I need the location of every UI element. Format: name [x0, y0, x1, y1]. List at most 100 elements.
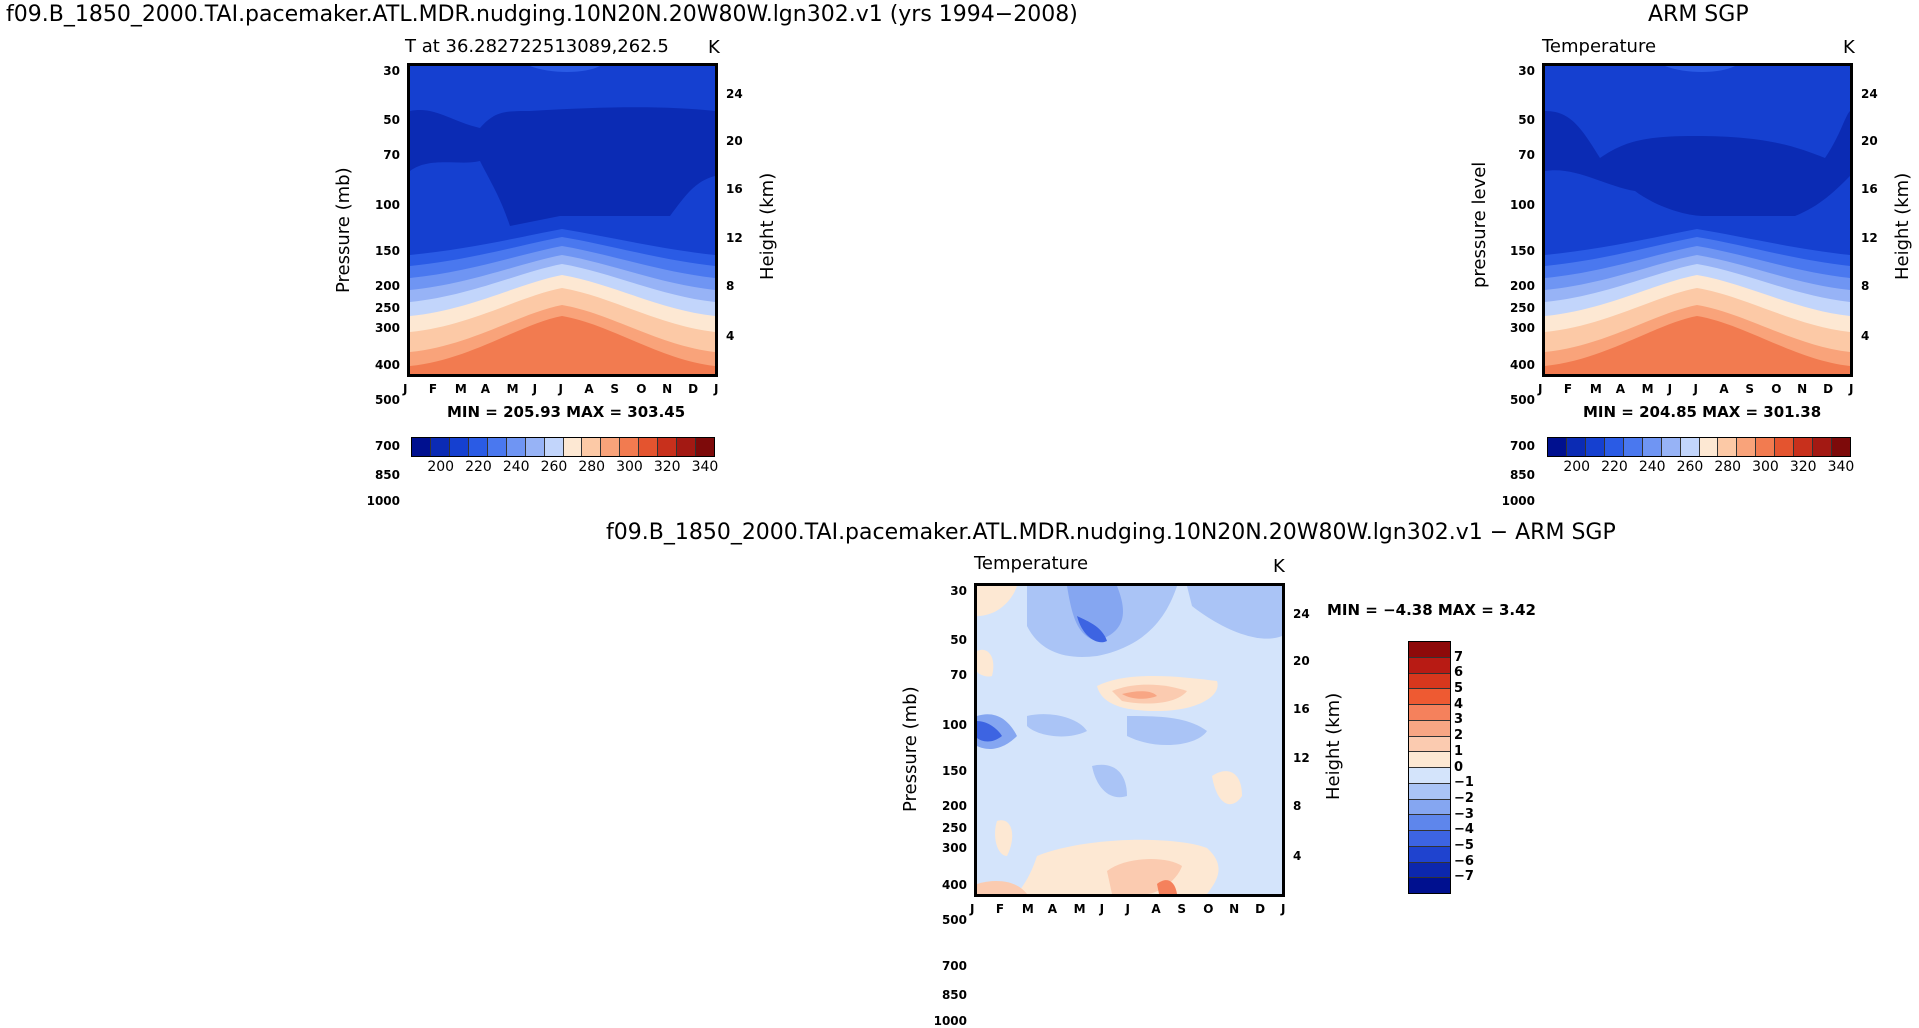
- pressure-tick-label: 50: [950, 633, 967, 647]
- month-tick-label: J: [1281, 902, 1286, 916]
- height-tick-label: 20: [1861, 134, 1878, 148]
- colorbar-label: −3: [1454, 806, 1474, 822]
- colorbar-swatch: [1409, 657, 1450, 674]
- month-tick-label: S: [1177, 902, 1186, 916]
- colorbar-label: 240: [1638, 459, 1666, 475]
- month-tick-label: J: [1693, 382, 1698, 396]
- colorbar-label: 3: [1454, 712, 1464, 728]
- month-tick-label: J: [1538, 382, 1543, 396]
- height-tick-label: 4: [1293, 849, 1302, 863]
- pressure-tick-label: 200: [1509, 279, 1535, 293]
- cold-core: [1545, 111, 1850, 216]
- model-ylabel-right: Height (km): [757, 172, 778, 280]
- negative-band: [1127, 716, 1207, 746]
- pressure-tick-label: 1000: [1501, 494, 1535, 508]
- colorbar-label: 300: [1752, 459, 1779, 475]
- pressure-tick-label: 500: [374, 393, 400, 407]
- colorbar-swatch: [525, 438, 545, 456]
- pressure-tick-label: 400: [374, 358, 400, 372]
- pressure-tick-label: 70: [1518, 148, 1535, 162]
- height-tick-label: 12: [1293, 751, 1310, 765]
- positive-band: [1157, 880, 1177, 894]
- colorbar-swatch: [430, 438, 450, 456]
- month-tick-label: J: [1125, 902, 1130, 916]
- colorbar-swatch: [449, 438, 469, 456]
- month-tick-label: J: [558, 382, 563, 396]
- pressure-tick-label: 200: [374, 279, 400, 293]
- colorbar-swatch: [696, 438, 714, 456]
- colorbar-swatch: [1409, 831, 1450, 847]
- diff-plot: [974, 583, 1285, 897]
- colorbar-label: 7: [1454, 649, 1464, 665]
- positive-band: [1122, 691, 1157, 699]
- colorbar-swatch: [1623, 438, 1643, 456]
- height-tick-label: 4: [1861, 329, 1870, 343]
- month-tick-label: S: [610, 382, 619, 396]
- colorbar-swatch: [1409, 878, 1450, 893]
- colorbar-label: −4: [1454, 822, 1474, 838]
- month-tick-label: F: [428, 382, 438, 396]
- month-tick-label: S: [1745, 382, 1754, 396]
- pressure-tick-label: 200: [941, 799, 967, 813]
- colorbar-swatch: [1409, 642, 1450, 658]
- colorbar-label: 220: [1601, 459, 1628, 475]
- colorbar-label: 200: [427, 459, 455, 475]
- month-tick-label: M: [506, 382, 519, 396]
- colorbar-label: 280: [1714, 459, 1742, 475]
- colorbar-swatch: [1737, 438, 1757, 456]
- colorbar-swatch: [1718, 438, 1738, 456]
- colorbar-label: 320: [653, 459, 681, 475]
- colorbar-swatch: [1409, 720, 1450, 737]
- colorbar-swatch: [582, 438, 602, 456]
- height-tick-label: 8: [726, 279, 735, 293]
- colorbar-label: −5: [1454, 837, 1474, 853]
- obs-ylabel-left: pressure level: [1469, 161, 1490, 288]
- pressure-tick-label: 700: [1509, 439, 1535, 453]
- colorbar-label: 280: [578, 459, 606, 475]
- diff-colorbar: [1408, 641, 1451, 894]
- colorbar-swatch: [563, 438, 583, 456]
- colorbar-swatch: [1409, 673, 1450, 690]
- colorbar-swatch: [620, 438, 640, 456]
- positive-band: [977, 649, 994, 677]
- negative-band: [977, 721, 1002, 742]
- pressure-tick-label: 50: [1518, 113, 1535, 127]
- height-tick-label: 20: [726, 134, 743, 148]
- month-tick-label: M: [1021, 902, 1034, 916]
- negative-band: [1077, 616, 1107, 643]
- colorbar-swatch: [677, 438, 697, 456]
- height-tick-label: 4: [726, 329, 735, 343]
- colorbar-label: 5: [1454, 681, 1464, 697]
- colorbar-label: 200: [1563, 459, 1591, 475]
- negative-band: [1092, 764, 1127, 798]
- month-tick-label: A: [1151, 902, 1161, 916]
- month-tick-label: A: [1615, 382, 1626, 396]
- positive-band: [977, 586, 1017, 616]
- pressure-tick-label: 150: [374, 244, 400, 258]
- positive-band: [995, 820, 1013, 856]
- pressure-tick-label: 400: [1509, 358, 1535, 372]
- pressure-tick-label: 70: [950, 668, 967, 682]
- model-title: f09.B_1850_2000.TAI.pacemaker.ATL.MDR.nu…: [6, 2, 1078, 27]
- month-tick-label: A: [480, 382, 491, 396]
- negative-band: [1067, 586, 1123, 641]
- month-tick-label: J: [532, 382, 538, 396]
- pressure-tick-label: 30: [383, 64, 400, 78]
- colorbar-swatch: [468, 438, 488, 456]
- colorbar-label: 320: [1789, 459, 1817, 475]
- month-tick-label: A: [584, 382, 594, 396]
- lower-band: [410, 316, 715, 374]
- colorbar-swatch: [1661, 438, 1681, 456]
- month-tick-label: D: [1823, 382, 1834, 396]
- colorbar-swatch: [1409, 862, 1450, 879]
- colorbar-swatch: [1409, 689, 1450, 705]
- pressure-tick-label: 100: [941, 718, 967, 732]
- height-tick-label: 16: [726, 182, 743, 196]
- month-tick-label: A: [1719, 382, 1729, 396]
- model-min-max: MIN = 205.93 MAX = 303.45: [447, 403, 686, 421]
- colorbar-swatch: [1409, 705, 1450, 721]
- pressure-tick-label: 400: [941, 878, 967, 892]
- month-tick-label: J: [1667, 382, 1673, 396]
- colorbar-swatch: [1794, 438, 1814, 456]
- colorbar-label: 260: [1676, 459, 1704, 475]
